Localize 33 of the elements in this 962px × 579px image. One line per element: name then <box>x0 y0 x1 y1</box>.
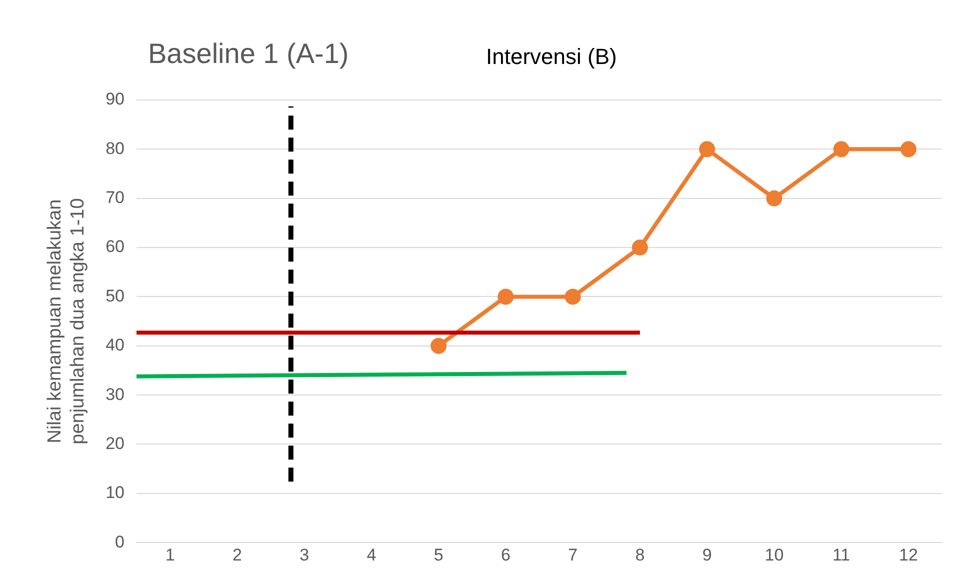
x-tick-label: 6 <box>500 545 510 564</box>
y-tick-label: 40 <box>106 336 125 355</box>
y-tick-label: 20 <box>106 434 125 453</box>
point <box>430 338 447 354</box>
point <box>699 141 716 158</box>
x-tick-label: 7 <box>568 545 578 564</box>
y-tick-label: 70 <box>106 188 125 208</box>
y-tick-label: 0 <box>115 532 125 552</box>
y-tick-label: 60 <box>106 237 125 256</box>
x-tick-label: 3 <box>300 545 310 564</box>
point <box>564 288 581 305</box>
y-tick-label: 90 <box>106 90 125 109</box>
point <box>498 288 514 305</box>
y-tick-label: 10 <box>106 483 125 502</box>
text: Intervensi (B) <box>486 44 617 70</box>
point <box>766 190 782 206</box>
point <box>833 141 850 158</box>
x-tick-label: 11 <box>832 545 850 564</box>
x-tick-label: 1 <box>165 545 175 564</box>
y-tick-label: 50 <box>106 286 125 306</box>
x-tick-label: 4 <box>366 545 376 564</box>
point <box>900 141 916 158</box>
x-tick-label: 2 <box>232 545 242 564</box>
text: Baseline 1 (A-1) <box>148 38 349 70</box>
x-tick-label: 8 <box>635 545 645 564</box>
y-tick-label: 80 <box>106 138 125 158</box>
x-tick-label: 5 <box>434 545 444 564</box>
x-tick-label: 10 <box>764 545 784 564</box>
x-tick-label: 12 <box>898 545 918 564</box>
y-axis-title: Nilai kemampuan melakukan penjumlahan dua angka 1-10 <box>44 198 88 444</box>
point <box>632 240 648 256</box>
y-tick-label: 30 <box>106 384 125 404</box>
x-tick-label: 9 <box>702 545 712 564</box>
